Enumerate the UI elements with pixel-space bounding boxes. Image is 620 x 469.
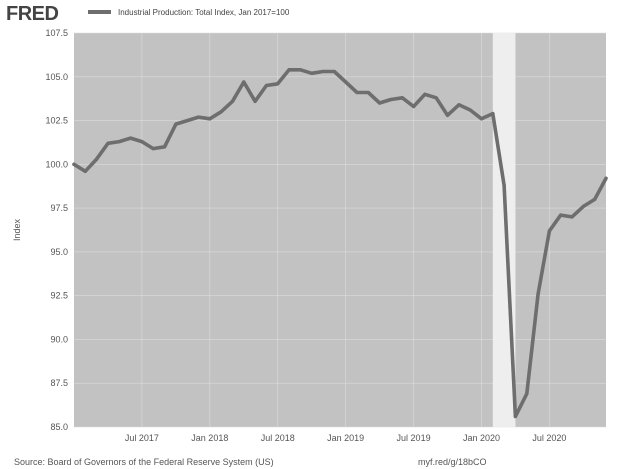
data-point <box>253 99 257 103</box>
data-point <box>604 176 608 180</box>
x-tick-label: Jan 2020 <box>463 433 500 443</box>
y-tick-label: 107.5 <box>45 28 68 38</box>
x-tick-label: Jul 2019 <box>397 433 431 443</box>
data-point <box>389 97 393 102</box>
y-tick-label: 102.5 <box>45 116 68 126</box>
plot-area <box>74 33 606 427</box>
data-point <box>593 197 597 201</box>
data-point <box>547 229 552 233</box>
data-point <box>344 80 348 84</box>
source-note: Source: Board of Governors of the Federa… <box>14 457 274 467</box>
data-point <box>106 141 110 145</box>
y-tick-label: 105.0 <box>45 72 68 82</box>
data-point <box>128 136 133 140</box>
data-point <box>457 103 461 107</box>
data-point <box>162 145 167 149</box>
short-url[interactable]: myf.red/g/18bCO <box>418 457 487 467</box>
y-tick-label: 95.0 <box>50 247 68 257</box>
y-tick-label: 90.0 <box>50 334 68 344</box>
data-point <box>83 169 87 173</box>
data-point <box>276 82 280 86</box>
data-point <box>559 213 563 217</box>
data-point <box>219 110 223 114</box>
data-point <box>423 92 427 96</box>
data-point <box>174 122 178 126</box>
x-tick-label: Jan 2018 <box>191 433 228 443</box>
data-point <box>310 71 314 75</box>
x-tick-label: Jan 2019 <box>327 433 364 443</box>
x-tick-label: Jul 2017 <box>125 433 159 443</box>
data-point <box>581 204 585 208</box>
y-axis: 85.0 87.5 90.0 92.5 95.0 97.5 100.0 102.5 105.0 1… <box>45 28 68 432</box>
data-point <box>411 104 416 109</box>
data-point <box>140 139 144 144</box>
data-point <box>321 69 325 74</box>
data-point <box>208 117 212 121</box>
series <box>72 68 608 419</box>
data-point <box>434 96 438 100</box>
x-tick-label: Jul 2018 <box>261 433 295 443</box>
data-point <box>400 96 404 100</box>
data-point <box>287 68 291 72</box>
data-point <box>117 139 121 144</box>
data-point <box>230 99 235 103</box>
data-point <box>355 90 359 95</box>
data-point <box>242 80 246 84</box>
data-point <box>445 113 450 117</box>
x-tick-label: Jul 2020 <box>532 433 566 443</box>
data-point <box>479 117 484 121</box>
data-point <box>502 183 506 187</box>
data-point <box>264 83 269 88</box>
data-point <box>570 215 574 219</box>
series-line <box>72 68 608 419</box>
y-tick-label: 87.5 <box>50 378 68 388</box>
y-tick-label: 92.5 <box>50 291 68 301</box>
data-point <box>468 108 472 112</box>
x-axis: Jul 2017 Jan 2018 Jul 2018 Jan 2019 Jul 2019… <box>125 433 567 443</box>
legend: Industrial Production: Total Index, Jan … <box>88 8 290 17</box>
data-point <box>298 68 302 72</box>
data-point <box>185 118 189 123</box>
y-tick-label: 85.0 <box>50 422 68 432</box>
data-point <box>513 414 518 419</box>
fred-logo: FRED <box>6 3 59 25</box>
y-axis-label: Index <box>12 218 22 241</box>
legend-label: Industrial Production: Total Index, Jan … <box>118 8 290 17</box>
data-point <box>491 111 495 116</box>
y-tick-label: 97.5 <box>50 203 68 213</box>
data-point <box>332 69 336 74</box>
data-point <box>196 115 201 119</box>
data-point <box>525 392 529 396</box>
data-point <box>366 90 370 95</box>
data-point <box>378 101 382 105</box>
data-point <box>151 146 155 151</box>
y-tick-label: 100.0 <box>45 159 68 169</box>
data-point <box>72 162 76 166</box>
data-point <box>95 157 99 161</box>
data-point <box>536 292 540 296</box>
